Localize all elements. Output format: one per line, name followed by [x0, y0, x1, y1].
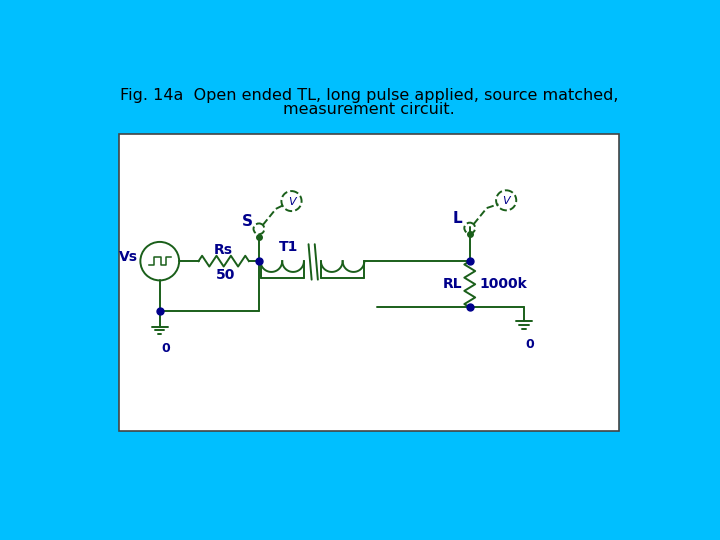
Text: 50: 50 [215, 268, 235, 282]
Text: Vs: Vs [119, 249, 138, 264]
Text: V: V [503, 196, 510, 206]
Text: L: L [452, 211, 462, 226]
Text: 1000k: 1000k [479, 277, 527, 291]
Text: 0: 0 [526, 338, 534, 351]
Text: RL: RL [442, 277, 462, 291]
Text: S: S [242, 214, 253, 228]
Text: 0: 0 [161, 342, 171, 355]
Bar [120, 134, 618, 430]
Text: measurement circuit.: measurement circuit. [283, 102, 455, 117]
Text: Fig. 14a  Open ended TL, long pulse applied, source matched,: Fig. 14a Open ended TL, long pulse appli… [120, 88, 618, 103]
Text: V: V [288, 197, 295, 207]
Text: Rs: Rs [214, 242, 233, 256]
Text: T1: T1 [279, 240, 298, 254]
